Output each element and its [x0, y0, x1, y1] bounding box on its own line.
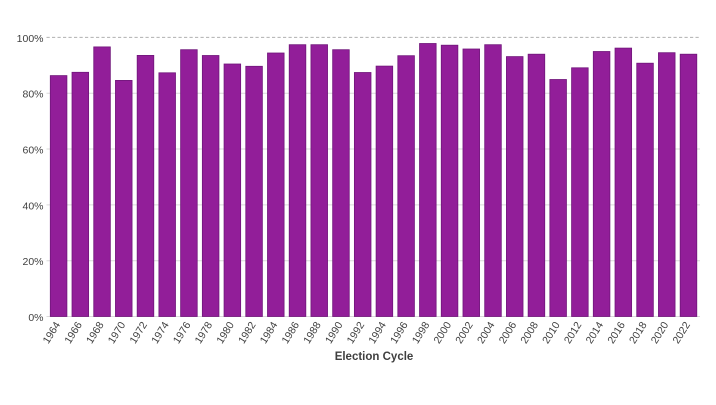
svg-text:80%: 80%	[22, 89, 43, 101]
svg-text:100%: 100%	[17, 33, 44, 45]
svg-text:40%: 40%	[22, 200, 43, 212]
svg-text:20%: 20%	[22, 256, 43, 268]
svg-text:0%: 0%	[28, 312, 43, 324]
svg-text:Election Cycle: Election Cycle	[335, 351, 414, 363]
svg-text:60%: 60%	[22, 145, 43, 157]
